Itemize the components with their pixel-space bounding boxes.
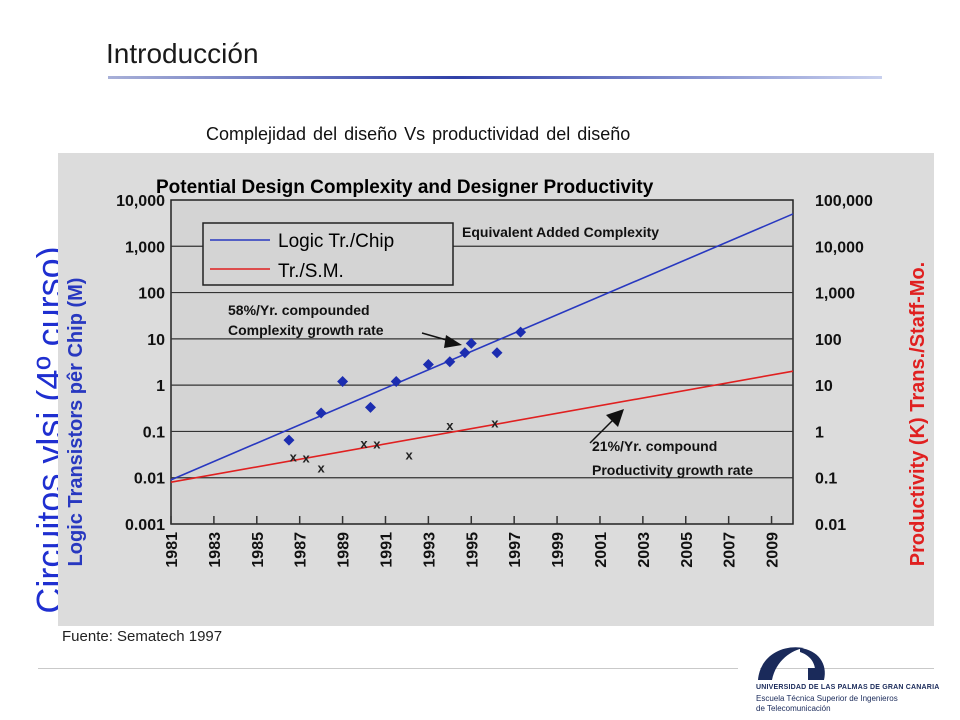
annotation-complexity-rate-2: Complexity growth rate	[228, 322, 384, 338]
data-point-diamond	[337, 375, 349, 387]
complexity-productivity-chart: Potential Design Complexity and Designer…	[65, 177, 929, 568]
data-point-diamond	[422, 358, 434, 370]
x-tick-label: 1985	[250, 532, 267, 568]
chart-title: Potential Design Complexity and Designer…	[156, 177, 654, 198]
annotation-arrow-shaft-2	[589, 418, 615, 444]
x-tick-label: 1999	[550, 532, 567, 568]
x-tick-label: 1993	[421, 532, 438, 568]
school-name-line2: de Telecomunicación	[756, 704, 831, 713]
y-tick-label-right: 100,000	[815, 193, 873, 210]
y-tick-label-left: 0.001	[125, 517, 165, 534]
data-point-diamond	[364, 401, 376, 413]
university-name: UNIVERSIDAD DE LAS PALMAS DE GRAN CANARI…	[756, 684, 940, 691]
data-point-diamond	[491, 347, 503, 359]
data-point-diamond	[515, 326, 527, 338]
y-axis-label-left: Logic Transistors pêr Chip (M)	[65, 278, 87, 567]
y-tick-label-right: 100	[815, 332, 842, 349]
y-tick-label-right: 10	[815, 378, 833, 395]
data-point-x: x	[360, 436, 368, 451]
x-tick-label: 1991	[378, 532, 395, 568]
x-tick-label: 2003	[636, 532, 653, 568]
data-point-x: x	[446, 418, 454, 433]
title-underline	[108, 76, 882, 79]
y-tick-label-left: 100	[138, 286, 165, 303]
school-name-line1: Escuela Técnica Superior de Ingenieros	[756, 694, 898, 703]
x-tick-label: 1989	[336, 532, 353, 568]
y-tick-label-left: 0.01	[134, 471, 165, 488]
data-point-x: x	[491, 415, 499, 430]
data-point-x: x	[303, 451, 311, 466]
data-point-diamond	[390, 375, 402, 387]
legend-box	[202, 222, 454, 286]
source-note: Fuente: Sematech 1997	[62, 628, 223, 645]
data-point-diamond	[315, 407, 327, 419]
data-point-x: x	[290, 450, 298, 465]
y-tick-label-left: 0.1	[143, 424, 165, 441]
y-tick-label-right: 0.1	[815, 471, 837, 488]
annotation-arrow-head-2	[606, 409, 624, 427]
y-tick-label-right: 1	[815, 424, 824, 441]
legend-label-logic: Logic Tr./Chip	[278, 231, 394, 252]
data-point-diamond	[465, 337, 477, 349]
university-logo: UNIVERSIDAD DE LAS PALMAS DE GRAN CANARI…	[752, 640, 942, 718]
data-point-x: x	[318, 460, 326, 475]
y-tick-label-left: 1,000	[125, 239, 165, 256]
y-tick-label-left: 10	[147, 332, 165, 349]
y-tick-label-right: 10,000	[815, 239, 864, 256]
annotation-complexity-rate: 58%/Yr. compounded	[228, 302, 370, 318]
data-point-x: x	[373, 437, 381, 452]
x-tick-label: 2009	[765, 532, 782, 568]
annotation-arrow-head	[444, 335, 462, 348]
annotation-productivity-rate-2: Productivity growth rate	[592, 462, 753, 478]
y-tick-label-right: 1,000	[815, 286, 855, 303]
footer-divider-right	[760, 668, 934, 669]
series-line-productivity	[170, 370, 794, 483]
data-point-diamond	[444, 356, 456, 368]
footer-divider	[38, 668, 738, 669]
data-point-diamond	[459, 347, 471, 359]
data-point-x: x	[405, 448, 413, 463]
x-tick-label: 1987	[293, 532, 310, 568]
x-tick-label: 1981	[164, 532, 181, 568]
y-tick-label-left: 10,000	[116, 193, 165, 210]
annotation-equivalent-complexity: Equivalent Added Complexity	[462, 224, 659, 240]
y-tick-label-left: 1	[156, 378, 165, 395]
y-tick-label-right: 0.01	[815, 517, 846, 534]
x-tick-label: 1983	[207, 532, 224, 568]
x-tick-label: 2005	[679, 532, 696, 568]
y-axis-label-right: Productivity (K) Trans./Staff-Mo.	[907, 262, 929, 566]
ulpgc-emblem-icon	[758, 647, 825, 680]
x-tick-label: 2001	[593, 532, 610, 568]
chart-subtitle: Complejidad del diseño Vs productividad …	[206, 124, 631, 144]
x-tick-label: 1995	[464, 532, 481, 568]
annotation-productivity-rate: 21%/Yr. compound	[592, 438, 717, 454]
x-tick-label: 2007	[722, 532, 739, 568]
series-line-logic	[170, 213, 794, 481]
x-tick-label: 1997	[507, 532, 524, 568]
data-point-diamond	[283, 434, 295, 446]
legend-label-productivity: Tr./S.M.	[278, 261, 344, 282]
slide-title: Introducción	[106, 38, 259, 69]
